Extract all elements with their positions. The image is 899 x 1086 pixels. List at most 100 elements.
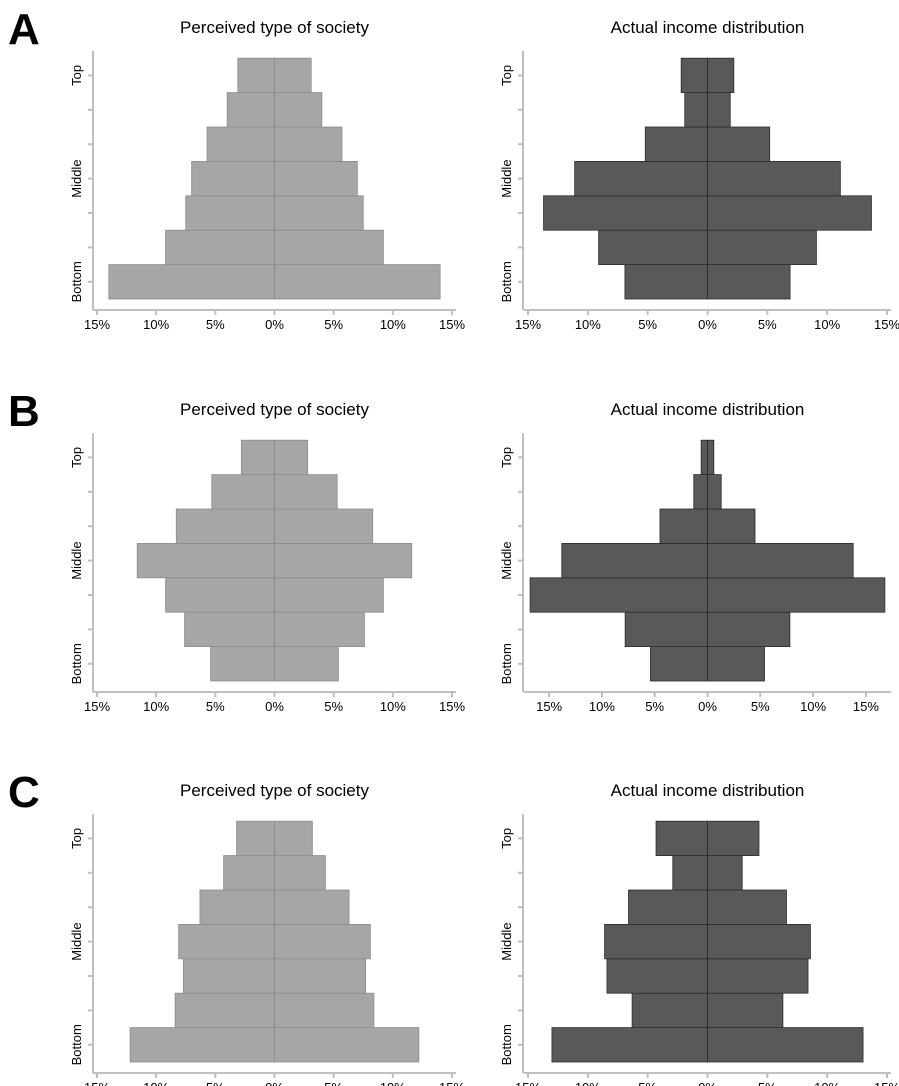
bar-right-1 [707,611,791,648]
x-tick-label: 15% [874,317,899,332]
bar-right-3 [274,160,358,197]
x-tick-label: 15% [84,317,110,332]
x-tick-label: 15% [439,1080,465,1086]
y-label-middle: Middle [499,159,514,197]
x-tick-label: 15% [515,317,541,332]
x-tick-label: 5% [751,699,770,714]
bar-right-4 [707,889,787,925]
bar-left-4 [644,126,708,162]
bar-left-3 [178,924,275,960]
bar-right-6 [707,439,715,476]
x-tick-label: 10% [814,317,840,332]
x-tick-label: 0% [265,699,284,714]
x-tick-label: 0% [698,1080,717,1086]
bar-right-5 [707,855,743,891]
bar-right-0 [707,646,765,682]
bar-left-5 [226,92,275,128]
y-label-bottom: Bottom [69,1024,84,1065]
bar-left-4 [628,889,708,925]
bar-left-3 [561,543,708,579]
x-tick-label: 15% [874,1080,899,1086]
chart-title: Perceived type of society [180,400,369,419]
bar-left-3 [604,924,708,960]
x-tick-label: 5% [206,699,225,714]
y-label-top: Top [69,65,84,86]
x-tick-label: 0% [698,317,717,332]
y-label-bottom: Bottom [69,643,84,684]
x-tick-label: 15% [853,699,879,714]
bar-left-5 [684,92,708,128]
bar-right-3 [274,543,413,579]
bar-right-4 [274,508,374,544]
chart-b-right: Actual income distribution Top Middle Botto… [499,400,891,714]
bar-right-6 [274,439,309,476]
bar-left-2 [182,958,275,994]
bar-left-6 [236,820,275,857]
bar-left-5 [223,855,275,891]
y-label-bottom: Bottom [499,643,514,684]
bar-right-6 [707,57,735,94]
x-tick-label: 15% [84,1080,110,1086]
bar-right-6 [274,820,313,857]
y-label-top: Top [499,65,514,86]
x-tick-label: 15% [439,317,465,332]
x-tick-label: 5% [324,317,343,332]
x-tick-label: 10% [575,1080,601,1086]
bar-right-3 [707,543,854,579]
bar-right-1 [274,611,365,648]
bar-left-2 [185,195,275,231]
y-label-middle: Middle [69,922,84,960]
bar-right-5 [274,474,338,510]
bar-right-1 [274,229,384,265]
x-tick-label: 10% [380,317,406,332]
chart-c-left: Perceived type of society Top Middle Bottom… [69,781,465,1086]
bar-right-2 [707,195,872,231]
bar-right-4 [707,126,771,162]
chart-title: Actual income distribution [611,781,805,800]
bar-left-0 [624,264,708,300]
bar-right-3 [707,924,811,960]
bar-right-5 [707,92,731,128]
bar-right-0 [274,264,441,300]
chart-c-right: Actual income distribution Top Middle Botto… [499,781,899,1086]
x-tick-label: 5% [758,1080,777,1086]
bar-left-3 [191,160,275,197]
bar-right-2 [274,958,367,994]
x-tick-label: 15% [439,699,465,714]
bar-right-5 [274,92,323,128]
bar-left-0 [210,646,275,682]
x-tick-label: 10% [800,699,826,714]
bar-right-5 [274,855,326,891]
bar-left-4 [199,889,275,925]
bar-right-3 [707,160,841,197]
x-tick-label: 10% [575,317,601,332]
bar-left-1 [598,229,708,265]
x-tick-label: 10% [143,1080,169,1086]
y-label-top: Top [69,447,84,468]
chart-b-left: Perceived type of society Top Middle Bottom… [69,400,465,714]
bar-right-1 [707,992,784,1029]
y-label-bottom: Bottom [499,261,514,302]
x-tick-label: 10% [380,699,406,714]
bar-right-0 [274,1027,420,1063]
chart-a-right: Actual income distribution Top Middle Botto… [499,18,899,332]
bar-left-6 [700,439,708,476]
y-label-top: Top [69,828,84,849]
x-tick-label: 5% [324,699,343,714]
bar-right-0 [707,1027,864,1063]
x-tick-label: 0% [265,1080,284,1086]
y-label-bottom: Bottom [499,1024,514,1065]
bar-right-4 [274,126,343,162]
y-label-middle: Middle [499,922,514,960]
bar-left-1 [174,992,275,1029]
y-label-middle: Middle [69,159,84,197]
y-label-middle: Middle [69,541,84,579]
bar-right-4 [274,889,350,925]
x-tick-label: 5% [206,1080,225,1086]
x-tick-label: 15% [84,699,110,714]
bar-left-6 [237,57,275,94]
bar-left-3 [136,543,275,579]
y-label-middle: Middle [499,541,514,579]
bar-left-1 [624,611,708,648]
